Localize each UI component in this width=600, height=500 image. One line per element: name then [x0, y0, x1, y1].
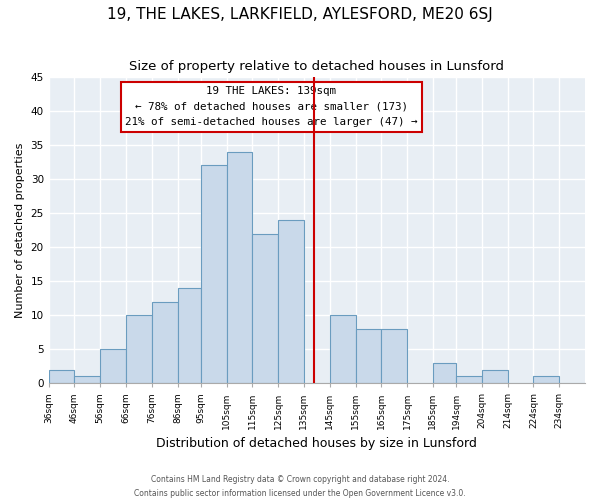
Text: 19 THE LAKES: 139sqm
← 78% of detached houses are smaller (173)
21% of semi-deta: 19 THE LAKES: 139sqm ← 78% of detached h…: [125, 86, 418, 128]
Y-axis label: Number of detached properties: Number of detached properties: [15, 142, 25, 318]
Bar: [433, 363, 456, 384]
Title: Size of property relative to detached houses in Lunsford: Size of property relative to detached ho…: [130, 60, 505, 73]
Bar: [201, 166, 227, 384]
Bar: [74, 376, 100, 384]
Bar: [126, 315, 152, 384]
Bar: [356, 329, 381, 384]
X-axis label: Distribution of detached houses by size in Lunsford: Distribution of detached houses by size …: [157, 437, 477, 450]
Bar: [482, 370, 508, 384]
Text: 19, THE LAKES, LARKFIELD, AYLESFORD, ME20 6SJ: 19, THE LAKES, LARKFIELD, AYLESFORD, ME2…: [107, 8, 493, 22]
Bar: [381, 329, 407, 384]
Bar: [330, 315, 356, 384]
Bar: [49, 370, 74, 384]
Bar: [253, 234, 278, 384]
Bar: [152, 302, 178, 384]
Bar: [100, 349, 126, 384]
Text: Contains HM Land Registry data © Crown copyright and database right 2024.
Contai: Contains HM Land Registry data © Crown c…: [134, 476, 466, 498]
Bar: [178, 288, 201, 384]
Bar: [278, 220, 304, 384]
Bar: [227, 152, 253, 384]
Bar: [533, 376, 559, 384]
Bar: [456, 376, 482, 384]
